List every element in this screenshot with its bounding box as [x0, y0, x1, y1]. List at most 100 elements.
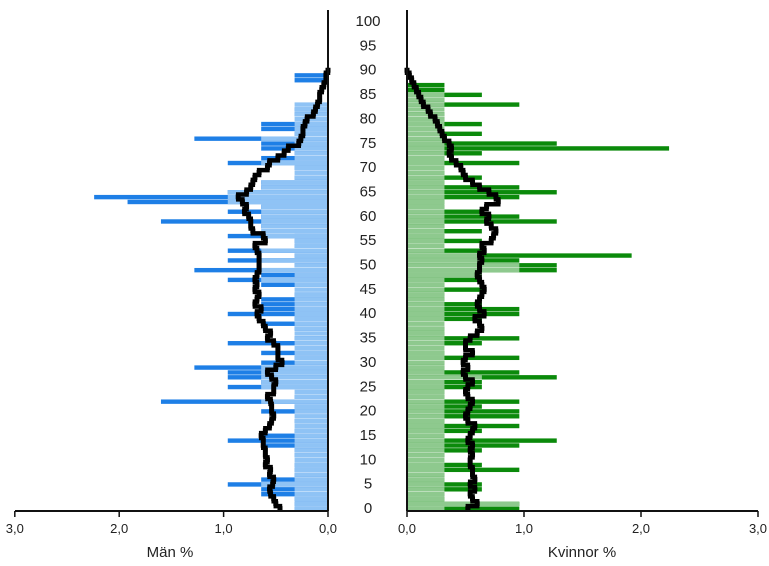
right-bar-light-age-15 — [407, 433, 445, 438]
left-bar-dark-age-40 — [227, 311, 328, 317]
right-line-point-age-41 — [477, 306, 483, 312]
right-bar-light-age-27 — [407, 375, 482, 380]
right-bar-light-age-35 — [407, 336, 445, 341]
left-line-point-age-44 — [256, 291, 262, 297]
left-line-point-age-70 — [264, 165, 270, 171]
right-bar-dark-age-60 — [407, 214, 520, 219]
left-bar-light-age-45 — [294, 287, 328, 292]
right-line-point-age-33 — [463, 345, 468, 351]
left-bar-light-age-27 — [261, 375, 328, 380]
right-line-point-age-79 — [434, 121, 440, 127]
left-bar-light-age-32 — [294, 350, 328, 356]
right-bar-light-age-84 — [407, 97, 445, 102]
right-line-point-age-80 — [432, 116, 438, 122]
right-line-point-age-77 — [439, 131, 445, 137]
left-bar-light-age-51 — [261, 258, 328, 263]
left-bar-light-age-77 — [294, 131, 328, 137]
right-line-point-age-16 — [470, 428, 476, 434]
left-bar-light-age-13 — [294, 443, 328, 448]
left-bar-light-age-69 — [294, 170, 328, 175]
left-line-point-age-57 — [250, 228, 256, 234]
right-bar-dark-age-17 — [407, 423, 520, 429]
left-line-point-age-66 — [248, 184, 254, 190]
right-bar-light-age-19 — [407, 414, 445, 419]
left-line-point-age-85 — [317, 92, 323, 98]
right-line-point-age-46 — [479, 282, 485, 287]
left-line-point-age-48 — [254, 272, 260, 278]
right-line-point-age-11 — [470, 452, 476, 458]
right-bar-dark-age-14 — [407, 438, 557, 443]
right-bar-light-age-50 — [407, 263, 520, 268]
right-bar-dark-age-22 — [407, 399, 520, 404]
right-bar-light-age-10 — [407, 457, 445, 463]
left-line-point-age-78 — [300, 126, 306, 132]
left-bar-light-age-40 — [294, 311, 328, 317]
left-bar-light-age-47 — [261, 277, 328, 283]
age-label: 65 — [360, 183, 377, 200]
right-line-point-age-23 — [465, 394, 471, 399]
left-bar-light-age-2 — [294, 496, 328, 502]
left-line-point-age-19 — [271, 413, 277, 419]
left-bar-light-age-66 — [261, 185, 328, 190]
right-line-point-age-42 — [474, 301, 480, 307]
right-bar-light-age-51 — [407, 258, 482, 263]
left-line-point-age-56 — [260, 233, 266, 239]
left-bar-light-age-9 — [294, 462, 328, 468]
left-bar-light-age-73 — [294, 151, 328, 156]
left-line-point-age-53 — [254, 248, 260, 253]
right-line-point-age-10 — [467, 457, 473, 463]
left-line-point-age-10 — [264, 457, 270, 463]
right-line-point-age-0 — [465, 506, 471, 511]
right-line-point-age-56 — [491, 233, 497, 239]
right-bar-light-age-36 — [407, 331, 445, 336]
right-bar-dark-age-64 — [407, 194, 520, 200]
right-bar-light-age-85 — [407, 92, 445, 98]
right-bar-light-age-47 — [407, 277, 445, 283]
right-line-point-age-39 — [472, 316, 478, 322]
left-line-point-age-77 — [300, 131, 306, 137]
left-bar-light-age-67 — [261, 180, 328, 185]
left-bar-light-age-28 — [261, 370, 328, 375]
left-line-point-age-47 — [252, 277, 258, 283]
right-line-point-age-82 — [425, 106, 431, 112]
right-bar-light-age-21 — [407, 404, 445, 409]
left-line-point-age-0 — [277, 506, 283, 511]
left-line-point-age-59 — [248, 218, 254, 224]
left-line-point-age-33 — [275, 345, 281, 351]
left-bar-light-age-34 — [294, 341, 328, 346]
left-bar-light-age-12 — [294, 448, 328, 453]
left-line-point-age-13 — [260, 442, 266, 448]
right-bar-dark-age-52 — [407, 253, 632, 258]
right-line-point-age-63 — [495, 199, 501, 205]
left-line-point-age-18 — [269, 418, 275, 424]
left-line-point-age-8 — [268, 467, 274, 473]
left-line-point-age-63 — [239, 199, 245, 205]
left-line-point-age-39 — [256, 316, 262, 322]
left-bar-light-age-11 — [294, 453, 328, 458]
right-line-point-age-35 — [467, 335, 473, 341]
left-line-point-age-83 — [315, 101, 321, 107]
left-line-point-age-4 — [267, 486, 273, 492]
left-line-point-age-15 — [258, 433, 264, 438]
right-line-point-age-66 — [477, 184, 483, 190]
right-line-point-age-22 — [470, 398, 476, 404]
left-bar-dark-age-22 — [160, 399, 328, 404]
left-line-point-age-73 — [281, 150, 287, 156]
left-line-point-age-22 — [268, 398, 274, 404]
right-line-point-age-21 — [467, 403, 473, 409]
right-bar-light-age-53 — [407, 248, 445, 253]
right-bar-dark-age-66 — [407, 185, 520, 190]
left-bar-light-age-79 — [294, 121, 328, 127]
right-line-point-age-86 — [413, 87, 419, 93]
left-bar-light-age-8 — [294, 467, 328, 473]
left-bar-light-age-24 — [294, 389, 328, 395]
right-bar-light-age-12 — [407, 448, 445, 453]
right-line-point-age-85 — [416, 92, 422, 98]
right-line-point-age-9 — [467, 462, 473, 468]
right-bar-dark-age-75 — [407, 141, 557, 146]
left-bar-light-age-44 — [294, 292, 328, 297]
left-bar-light-age-60 — [261, 214, 328, 219]
right-line-point-age-87 — [411, 82, 417, 88]
left-bar-light-age-3 — [294, 491, 328, 497]
left-bar-light-age-48 — [294, 272, 328, 278]
